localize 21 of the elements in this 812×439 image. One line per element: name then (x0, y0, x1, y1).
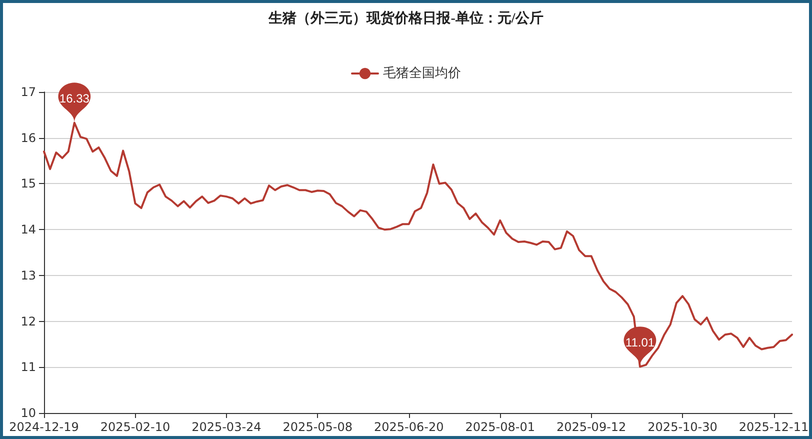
x-tick-label: 2025-02-10 (100, 420, 170, 434)
x-tick-label: 2025-09-12 (556, 420, 626, 434)
x-tick-label: 2024-12-19 (9, 420, 79, 434)
y-tick-label: 17 (20, 85, 36, 99)
y-tick-label: 12 (20, 314, 36, 328)
legend-label: 毛猪全国均价 (383, 66, 461, 81)
y-tick-label: 13 (20, 268, 36, 282)
y-tick-label: 11 (20, 360, 36, 374)
y-tick-label: 10 (20, 406, 36, 420)
x-tick-label: 2025-05-08 (282, 420, 353, 434)
annotation: 11.01 (625, 336, 655, 350)
y-tick-label: 16 (20, 130, 36, 145)
chart-title: 生猪（外三元）现货价格日报-单位：元/公斤 (268, 10, 544, 26)
x-tick-label: 2025-12-11 (738, 420, 809, 434)
x-tick-label: 2025-03-24 (192, 420, 262, 434)
y-tick-label: 14 (20, 222, 36, 237)
x-tick-label: 2025-06-20 (374, 420, 444, 434)
y-tick-label: 15 (20, 176, 36, 191)
x-tick-label: 2025-08-01 (465, 420, 535, 434)
x-tick-label: 2025-10-30 (648, 420, 718, 434)
annotation: 16.33 (59, 92, 90, 106)
